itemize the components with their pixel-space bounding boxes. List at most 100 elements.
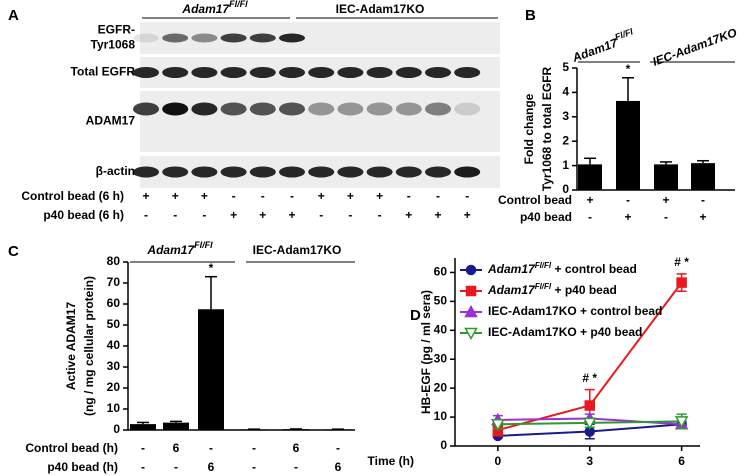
- blot-band: [191, 102, 218, 116]
- panel-letter: D: [410, 307, 421, 324]
- blot-band: [133, 67, 159, 78]
- legend-sup: Fl/Fl: [535, 282, 552, 291]
- condition-mark: +: [434, 208, 441, 222]
- bar: [325, 429, 351, 430]
- y-axis-label: (ng / mg cellular protein): [82, 276, 96, 416]
- condition-mark: -: [144, 208, 148, 222]
- blot-band: [162, 102, 189, 116]
- condition-mark: 6: [208, 460, 215, 474]
- legend-name: + control bead: [551, 262, 637, 276]
- y-tick-label: 40: [434, 322, 448, 336]
- row-label: Total EGFR: [71, 65, 136, 79]
- blot-band: [133, 166, 159, 178]
- legend-label: IEC-Adam17KO + control bead: [488, 304, 662, 318]
- blot-band: [249, 33, 276, 43]
- condition-mark: -: [348, 208, 352, 222]
- group-sup: Fl/Fl: [194, 240, 213, 250]
- condition-mark: -: [664, 210, 668, 224]
- group-label: IEC-Adam17KO: [253, 243, 342, 257]
- condition-mark: +: [699, 210, 706, 224]
- legend-name: Adam17: [487, 283, 536, 297]
- significance: # *: [674, 255, 689, 269]
- group-name: IEC-Adam17KO: [253, 243, 342, 257]
- bar: [163, 422, 189, 430]
- group-label: IEC-Adam17KO: [336, 2, 425, 16]
- condition-mark: +: [172, 189, 179, 203]
- blot-band: [191, 166, 218, 178]
- condition-mark: -: [174, 460, 178, 474]
- y-axis-label: Active ADAM17: [64, 302, 78, 391]
- blot-band: [395, 102, 422, 116]
- y-tick-label: 60: [107, 296, 121, 310]
- condition-mark: -: [252, 460, 256, 474]
- condition-mark: -: [290, 189, 294, 203]
- legend-marker: [464, 327, 478, 341]
- x-tick-label: 6: [678, 454, 685, 468]
- legend-name: IEC-Adam17KO + control bead: [488, 304, 662, 318]
- blot-band: [425, 102, 451, 116]
- legend-sup: Fl/Fl: [535, 261, 552, 270]
- condition-mark: +: [230, 208, 237, 222]
- condition-mark: -: [209, 441, 213, 455]
- blot-band: [133, 102, 159, 116]
- condition-mark: 6: [293, 441, 300, 455]
- bar: [691, 163, 715, 190]
- group-sup: Fl/Fl: [614, 27, 635, 43]
- condition-mark: -: [701, 193, 705, 207]
- condition-mark: +: [288, 208, 295, 222]
- condition-mark: -: [252, 441, 256, 455]
- condition-mark: +: [464, 208, 471, 222]
- blot-band: [249, 102, 276, 116]
- legend-label: IEC-Adam17KO + p40 bead: [488, 325, 642, 339]
- bar: [578, 164, 602, 190]
- point: [584, 400, 595, 411]
- condition-mark: -: [294, 460, 298, 474]
- blot-strip: [140, 91, 500, 152]
- y-tick-label: 0: [562, 182, 569, 196]
- x-tick-label: 0: [495, 454, 502, 468]
- condition-mark: +: [259, 208, 266, 222]
- group-name: IEC-Adam17KO: [336, 2, 425, 16]
- blot-band: [366, 102, 393, 116]
- condition-mark: -: [336, 441, 340, 455]
- condition-mark: -: [173, 208, 177, 222]
- condition-mark: -: [378, 208, 382, 222]
- blot-band: [366, 166, 393, 178]
- condition-mark: -: [141, 441, 145, 455]
- blot-band: [249, 166, 276, 178]
- x-axis-label: Time (h): [368, 454, 414, 468]
- significance: *: [626, 62, 631, 76]
- y-tick-label: 50: [434, 294, 448, 308]
- panel-letter: A: [8, 7, 19, 24]
- significance: *: [209, 261, 214, 275]
- group-label: Adam17Fl/Fl: [569, 27, 637, 66]
- y-tick-label: 70: [107, 275, 121, 289]
- y-tick-label: 2: [562, 133, 569, 147]
- point: [491, 419, 505, 432]
- condition-mark: +: [318, 189, 325, 203]
- legend-label: Adam17Fl/Fl + p40 bead: [487, 282, 617, 297]
- condition-mark: +: [405, 208, 412, 222]
- blot-band: [191, 33, 218, 43]
- legend-marker: [465, 285, 477, 297]
- condition-mark: +: [347, 189, 354, 203]
- legend-name: IEC-Adam17KO + p40 bead: [488, 325, 642, 339]
- condition-mark: -: [588, 210, 592, 224]
- blot-band: [454, 166, 481, 178]
- y-tick-label: 30: [107, 359, 121, 373]
- condition-mark: -: [319, 208, 323, 222]
- blot-strip: [140, 22, 500, 54]
- legend-label: Adam17Fl/Fl + control bead: [487, 261, 637, 276]
- row-label: β-actin: [96, 164, 135, 178]
- y-tick-label: 0: [440, 438, 447, 452]
- blot-band: [191, 67, 218, 78]
- bar: [616, 100, 640, 190]
- condition-label: Control bead (6 h): [21, 189, 124, 203]
- blot-band: [337, 166, 364, 178]
- y-axis-label: Fold change: [522, 93, 536, 164]
- blot-band: [425, 67, 451, 78]
- condition-mark: +: [624, 210, 631, 224]
- condition-label: p40 bead (h): [47, 460, 118, 474]
- panel-letter: B: [525, 7, 536, 24]
- condition-mark: +: [586, 193, 593, 207]
